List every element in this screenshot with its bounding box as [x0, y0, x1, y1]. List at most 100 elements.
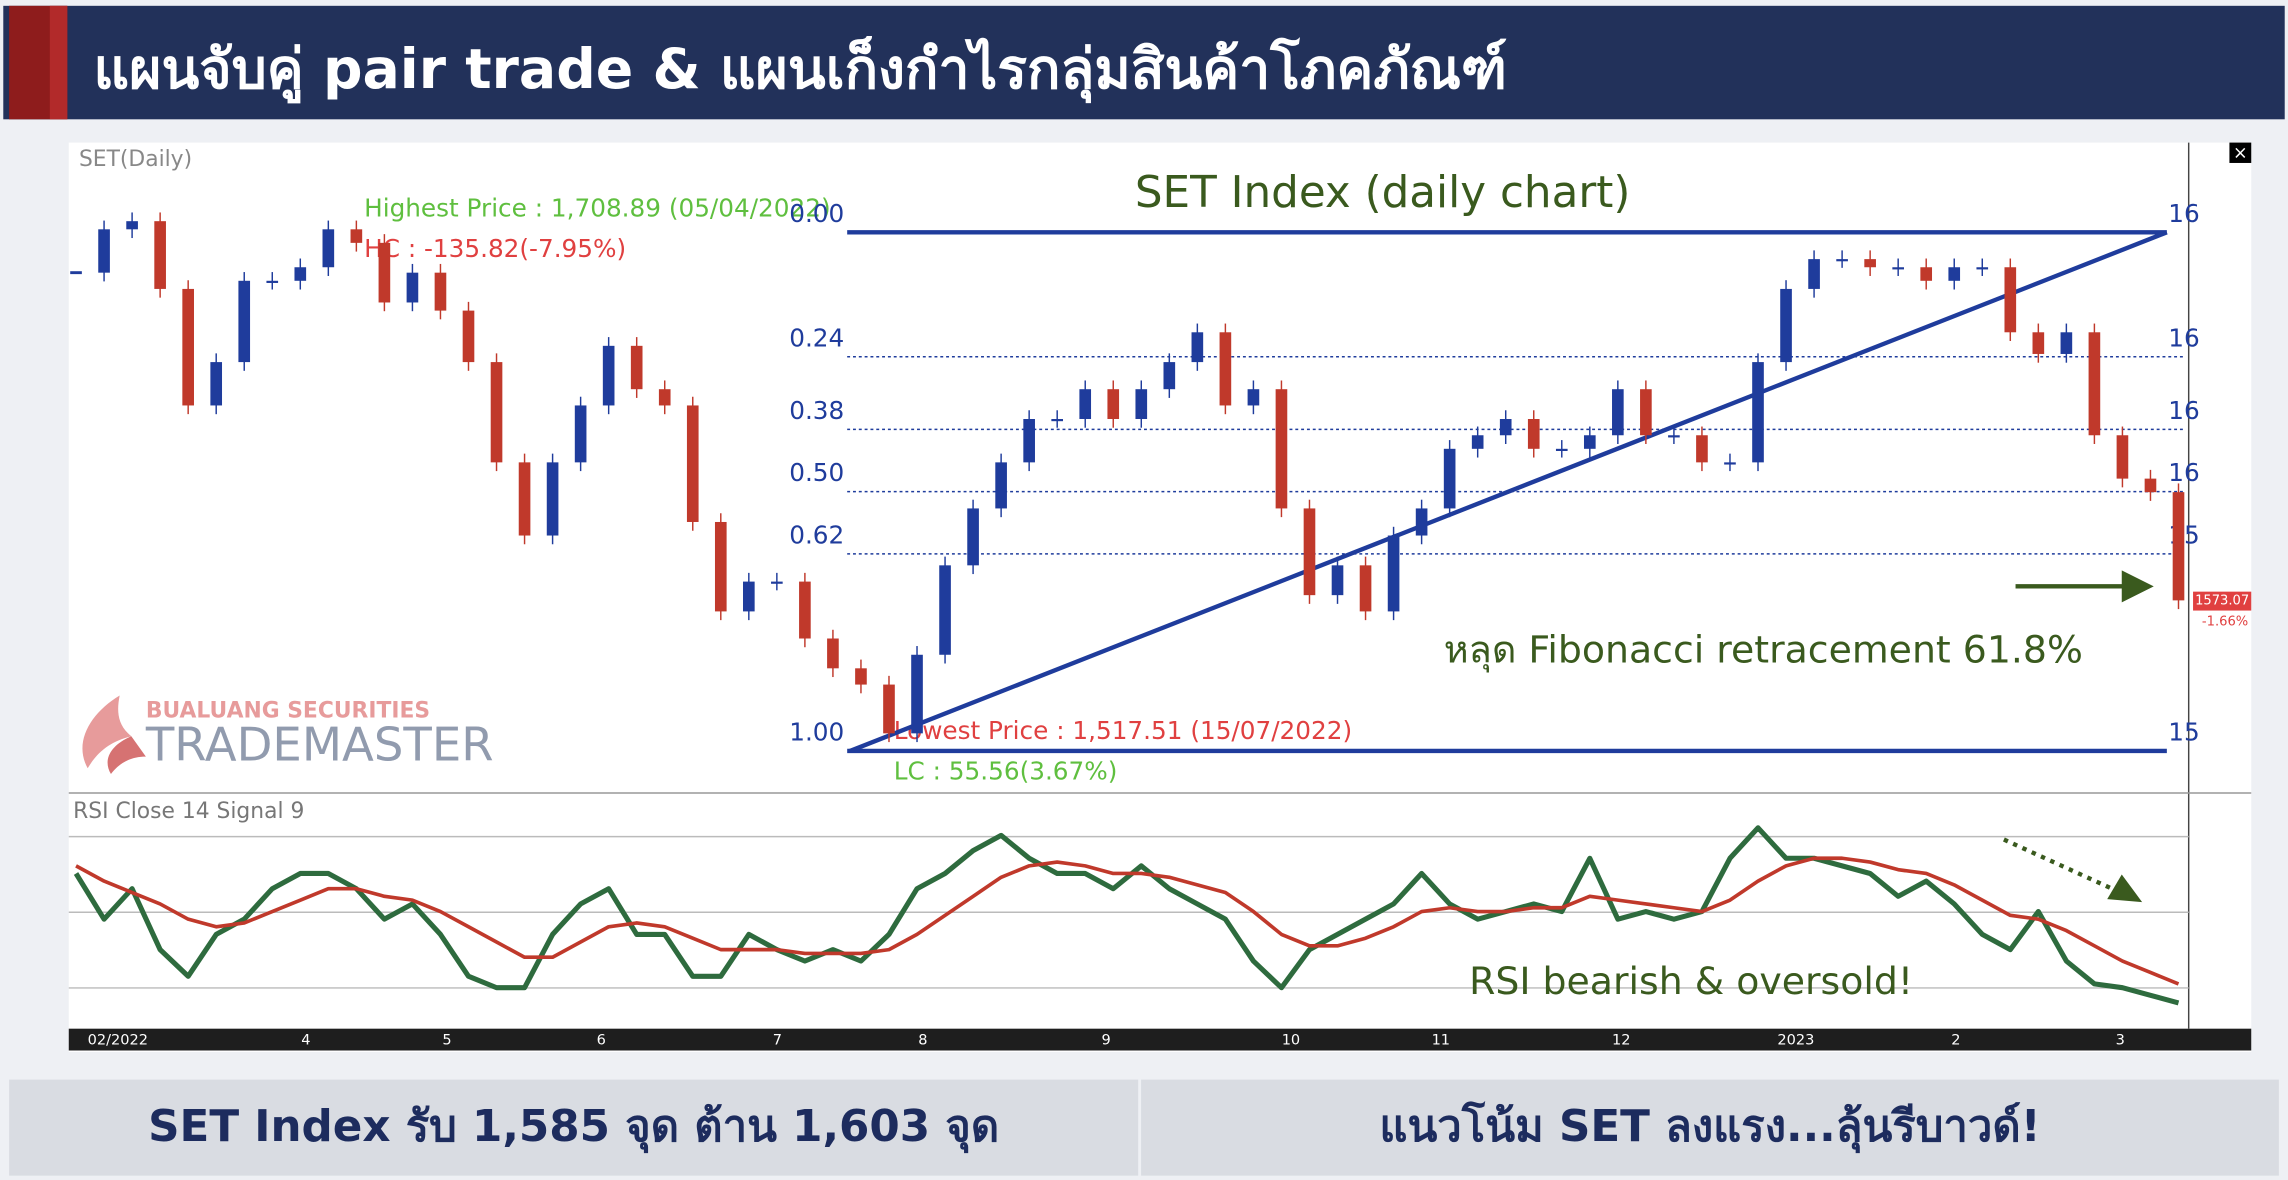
trend-line — [849, 230, 2168, 753]
candle — [182, 288, 194, 406]
candle — [434, 272, 447, 311]
fib-label: 0.62 — [789, 520, 844, 549]
highest-label: Highest Price : 1,708.89 (05/04/2022) — [364, 194, 830, 223]
x-axis-bar — [68, 1028, 2252, 1051]
lc-label: LC : 55.56(3.67%) — [894, 757, 1118, 786]
candle — [98, 229, 110, 273]
candle — [1527, 419, 1540, 449]
x-tick-label: 12 — [1612, 1032, 1631, 1048]
candle — [1696, 435, 1708, 463]
fib-label: 0.38 — [789, 396, 844, 425]
candle — [2060, 332, 2073, 354]
x-tick-label: 7 — [773, 1032, 782, 1048]
candle — [995, 462, 1007, 509]
candle — [1668, 435, 1680, 438]
candle — [967, 508, 979, 566]
annotation-arrowhead — [2121, 570, 2154, 603]
lowest-label: Lowest Price : 1,517.51 (15/07/2022) — [894, 716, 1352, 745]
x-tick-label: 10 — [1282, 1032, 1301, 1048]
right-axis-label: 16 — [2168, 199, 2199, 228]
candle — [546, 462, 559, 536]
rsi-arrow — [2002, 837, 2117, 893]
footer-box — [9, 1079, 1139, 1176]
candle — [1612, 389, 1624, 436]
candle — [238, 280, 251, 363]
candle — [1892, 267, 1904, 270]
header-title: แผนจับคู่ pair trade & แผนเก็งกำไรกลุ่มส… — [93, 36, 1506, 104]
logo-flame-2 — [107, 736, 146, 775]
footer-right: แนวโน้ม SET ลงแรง...ลุ้นรีบาวด์! — [1379, 1100, 2040, 1154]
candle — [294, 267, 307, 281]
candle — [771, 581, 783, 584]
candle — [1499, 419, 1512, 436]
candle — [1191, 332, 1204, 363]
candle — [350, 229, 363, 243]
right-axis-label: 15 — [2168, 717, 2199, 746]
candle — [126, 221, 138, 230]
fib-annotation: หลุด Fibonacci retracement 61.8% — [1444, 627, 2083, 672]
candle — [855, 668, 867, 685]
fib-label: 0.00 — [789, 199, 844, 228]
candle — [210, 362, 223, 406]
candle — [743, 581, 755, 612]
close-icon[interactable]: × — [2233, 144, 2248, 164]
candle — [799, 581, 811, 639]
candle — [714, 521, 727, 612]
hc-label: HC : -135.82(-7.95%) — [364, 234, 626, 263]
candle — [1752, 362, 1764, 463]
rsi-line — [75, 856, 2180, 986]
candle — [266, 280, 279, 283]
candle — [1443, 448, 1456, 509]
candle — [1107, 389, 1120, 420]
logo-flame — [82, 695, 132, 769]
x-tick-label: 02/2022 — [88, 1032, 148, 1048]
footer-left: SET Index รับ 1,585 จุด ต้าน 1,603 จุด — [148, 1101, 999, 1154]
candle — [630, 345, 643, 390]
candle — [2144, 478, 2157, 493]
candle — [322, 229, 335, 268]
rsi-arrowhead — [2107, 874, 2143, 903]
close-button[interactable] — [2229, 142, 2252, 163]
logo-line1: BUALUANG SECURITIES — [146, 698, 430, 723]
candle — [686, 405, 699, 522]
candle — [1724, 462, 1736, 465]
candle — [1415, 508, 1428, 536]
rsi-line — [73, 825, 2180, 1006]
candle — [1247, 389, 1260, 406]
candle — [1163, 362, 1176, 390]
candle — [154, 221, 166, 289]
candle — [1079, 389, 1092, 420]
symbol-label: SET(Daily) — [79, 147, 192, 172]
right-axis-label: 16 — [2168, 323, 2199, 352]
candle — [1836, 259, 1848, 262]
header-bar — [3, 5, 2285, 120]
candle — [574, 405, 587, 463]
candle — [1471, 435, 1484, 449]
change-label: -1.66% — [2202, 615, 2248, 630]
price-tag — [2193, 591, 2252, 611]
candle — [1219, 332, 1232, 406]
candle — [939, 565, 951, 655]
footer-box — [1141, 1079, 2279, 1176]
x-tick-label: 4 — [301, 1032, 310, 1048]
candle — [883, 684, 895, 734]
x-tick-label: 5 — [442, 1032, 451, 1048]
chart-panel — [68, 142, 2252, 1052]
candle — [1555, 448, 1568, 451]
candle — [378, 242, 391, 303]
candle — [1976, 267, 1989, 270]
candle — [1864, 259, 1876, 268]
x-tick-label: 3 — [2116, 1032, 2125, 1048]
candle — [911, 654, 923, 734]
candle — [1640, 389, 1652, 436]
x-tick-label: 2 — [1951, 1032, 1960, 1048]
candle — [1331, 565, 1344, 596]
x-tick-label: 11 — [1432, 1032, 1451, 1048]
x-tick-label: 9 — [1102, 1032, 1111, 1048]
candle — [2116, 435, 2129, 479]
candle — [2004, 267, 2017, 333]
candle — [490, 362, 503, 463]
candle — [1387, 535, 1400, 612]
candle — [602, 345, 615, 406]
